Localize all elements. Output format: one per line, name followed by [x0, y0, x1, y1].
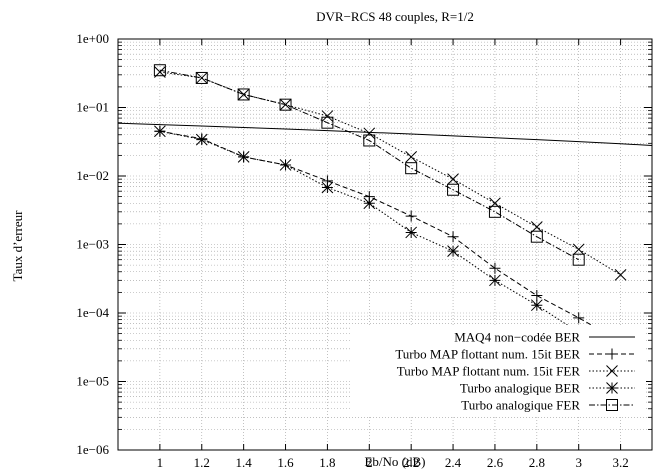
square-marker: [572, 253, 585, 266]
square-marker: [405, 162, 418, 175]
star-marker: [405, 226, 418, 239]
x-tick-label: 2.6: [487, 455, 504, 470]
x-tick-label: 1.2: [194, 455, 210, 470]
square-marker: [153, 64, 166, 77]
x-tick-label: 1: [157, 455, 164, 470]
x-marker: [572, 243, 585, 256]
legend: MAQ4 non−codée BER Turbo MAP flottant num…: [395, 330, 635, 413]
star-marker: [530, 299, 543, 312]
square-marker: [606, 399, 618, 411]
legend-label: MAQ4 non−codée BER: [454, 330, 580, 345]
y-tick-label: 1e−01: [76, 100, 109, 115]
x-tick-label: 1.6: [277, 455, 294, 470]
x-marker: [606, 365, 618, 377]
square-marker: [363, 134, 376, 147]
x-marker: [447, 173, 459, 185]
star-marker: [447, 245, 459, 257]
x-tick-label: 1.8: [319, 455, 335, 470]
plus-marker: [405, 210, 417, 222]
chart-title: DVR−RCS 48 couples, R=1/2: [316, 9, 474, 24]
legend-label: Turbo analogique FER: [461, 398, 580, 413]
y-axis-label: Taux d’erreur: [10, 210, 25, 282]
y-tick-label: 1e−03: [76, 237, 109, 252]
y-tick-label: 1e−05: [76, 374, 109, 389]
plus-marker: [606, 348, 618, 360]
star-marker: [279, 159, 292, 171]
series-1: [117, 122, 653, 146]
y-tick-label: 1e−02: [76, 168, 109, 183]
x-marker: [530, 221, 543, 233]
square-marker: [530, 230, 543, 243]
square-marker: [237, 88, 250, 101]
x-tick-label: 2.4: [445, 455, 462, 470]
plus-marker: [531, 290, 543, 302]
x-tick-label: 3: [575, 455, 582, 470]
series-5: [153, 64, 585, 266]
x-tick-label: 3.2: [612, 455, 628, 470]
star-marker: [606, 382, 618, 394]
y-tick-label: 1e−04: [76, 305, 109, 320]
x-axis-label: Eb/No (dB): [364, 454, 425, 469]
star-marker: [154, 125, 166, 138]
x-tick-label: 2: [366, 455, 373, 470]
x-marker: [405, 151, 418, 163]
x-tick-label: 2.8: [529, 455, 545, 470]
star-marker: [489, 274, 501, 287]
square-marker: [279, 98, 292, 111]
legend-label: Turbo analogique BER: [460, 381, 580, 396]
x-marker: [363, 127, 376, 140]
y-tick-label: 1e+00: [76, 31, 109, 46]
star-marker: [321, 181, 334, 194]
star-marker: [363, 197, 376, 210]
x-marker: [321, 110, 334, 122]
square-marker: [447, 183, 460, 196]
series-line: [117, 122, 653, 146]
series-line: [159, 130, 621, 343]
square-marker: [488, 205, 501, 218]
star-marker: [237, 151, 250, 163]
x-tick-label: 1.4: [236, 455, 253, 470]
square-marker: [321, 116, 334, 129]
x-marker: [489, 197, 501, 210]
plus-marker: [573, 312, 585, 324]
y-tick-label: 1e−06: [76, 442, 109, 457]
plus-marker: [489, 262, 501, 274]
square-marker: [195, 71, 208, 84]
series-line: [159, 69, 579, 261]
x-tick-label: 2.2: [403, 455, 419, 470]
star-marker: [195, 133, 208, 146]
plus-marker: [447, 231, 459, 243]
x-marker: [614, 269, 627, 281]
x-marker: [237, 88, 250, 101]
series-layer: [117, 64, 653, 348]
axis-ticks: 1 1.2 1.4 1.6 1.8 2 2.2 2.4 2.6 2.8 3 3.2 1e+00 1e−01…: [76, 31, 652, 470]
legend-label: Turbo MAP flottant num. 15it BER: [395, 347, 580, 362]
legend-label: Turbo MAP flottant num. 15it FER: [397, 364, 581, 379]
legend-background: [350, 325, 646, 415]
